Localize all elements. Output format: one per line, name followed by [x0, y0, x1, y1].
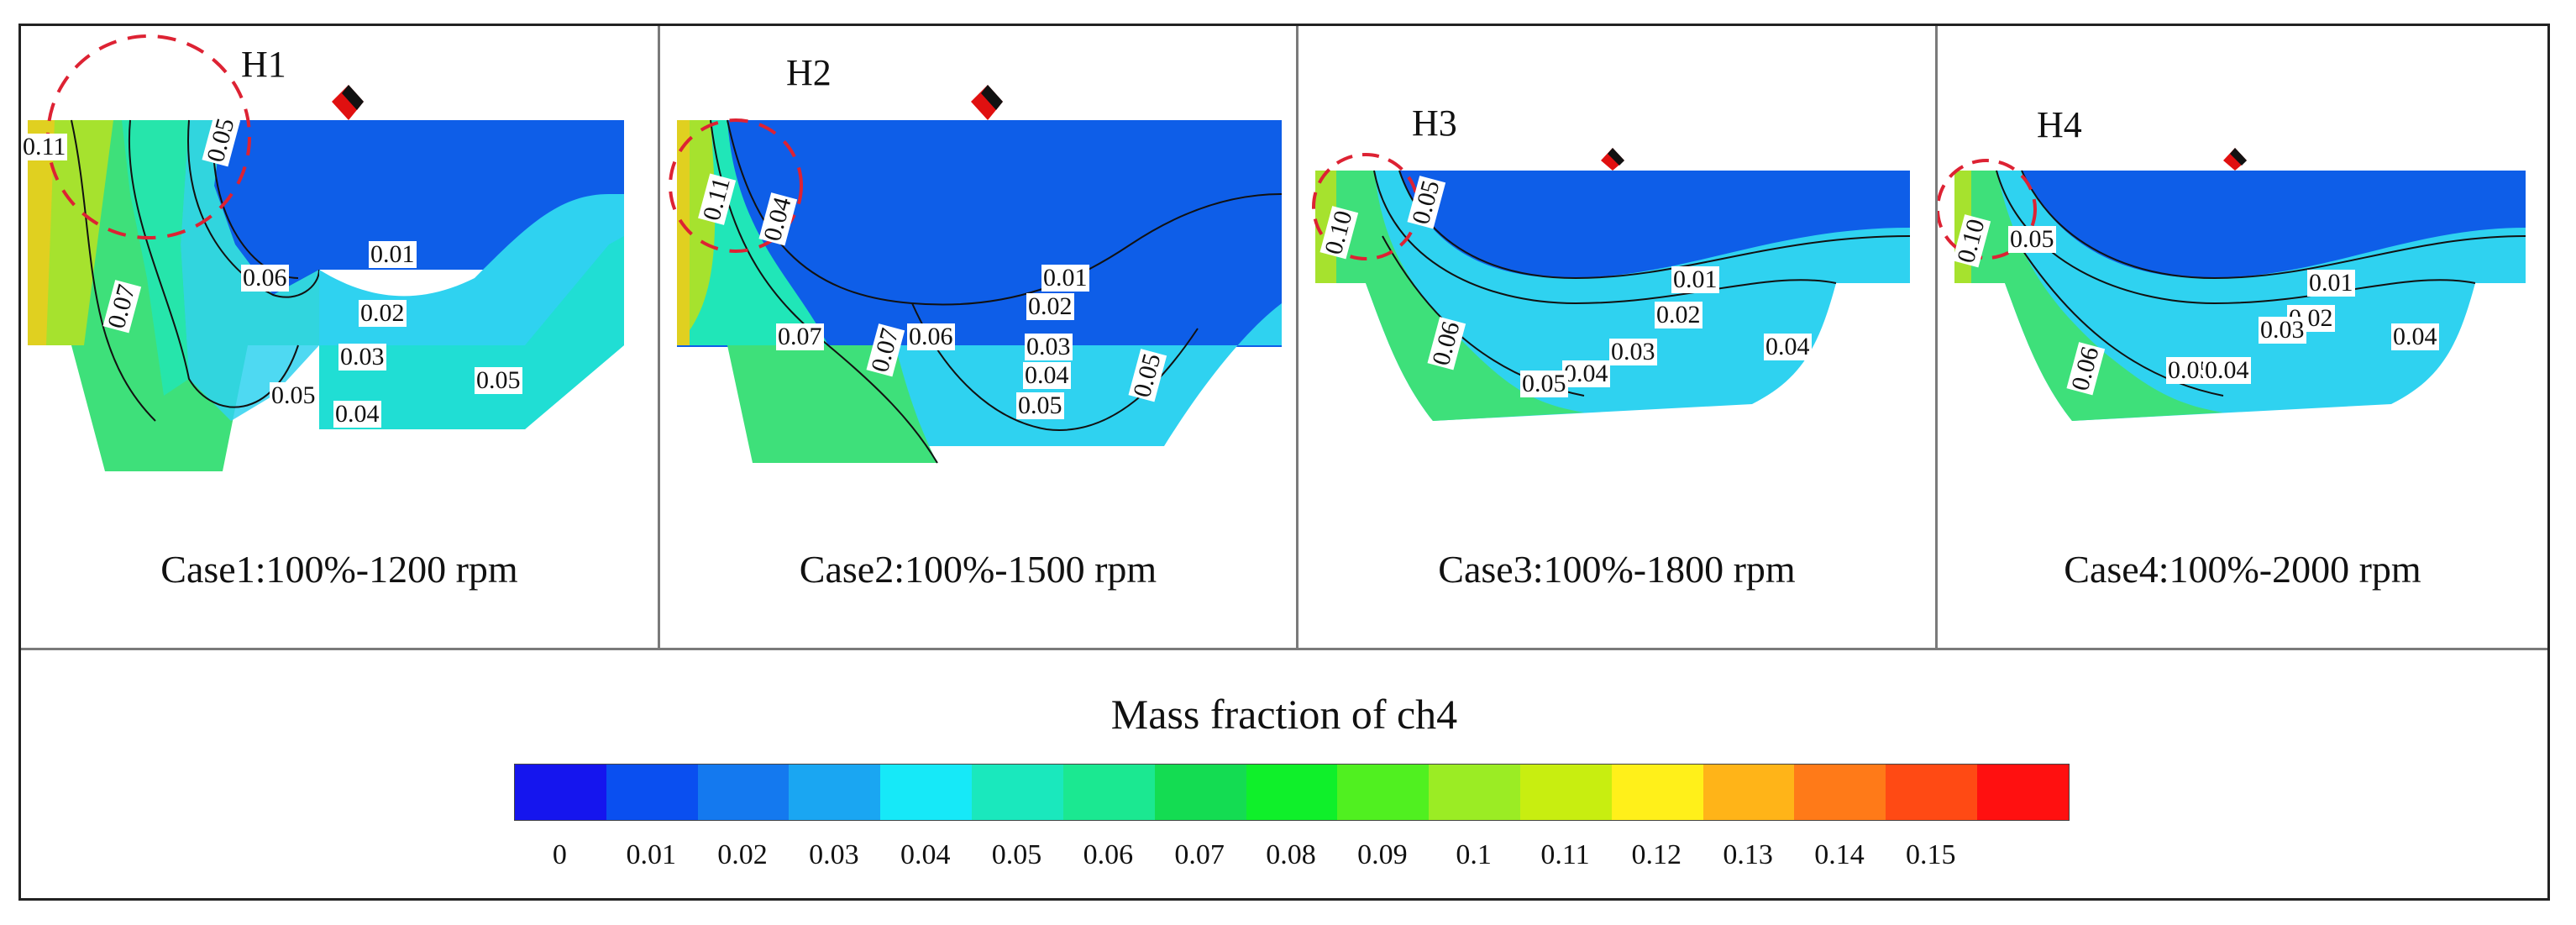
colorbar-tick-label: 0.01 — [626, 839, 676, 870]
contour-label: 0.01 — [2307, 269, 2355, 297]
colorbar-segment — [1519, 765, 1612, 820]
contour-label: 0.02 — [359, 299, 407, 327]
contour-label: 0.07 — [776, 323, 824, 350]
contour-plot-case1 — [28, 34, 624, 471]
colorbar-tick-label: 0.03 — [809, 839, 859, 870]
contour-label: 0.01 — [1041, 264, 1089, 292]
contour-label: 0.06 — [241, 264, 289, 292]
colorbar-segment — [972, 765, 1063, 820]
colorbar-segment — [789, 765, 881, 820]
contour-label: 0.01 — [1671, 265, 1719, 293]
contour-label: 0.01 — [369, 240, 417, 268]
case-label: Case2:100%-1500 rpm — [799, 548, 1157, 591]
colorbar-segment — [1154, 765, 1246, 820]
colorbar-tick-label: 0.1 — [1456, 839, 1492, 870]
divider — [1935, 26, 1938, 648]
colorbar-segment — [1702, 765, 1795, 820]
colorbar-tick-label: 0.14 — [1814, 839, 1865, 870]
contour-label: 0.04 — [1562, 360, 1610, 387]
colorbar-tick-label: 0.06 — [1083, 839, 1134, 870]
contour-label: 0.03 — [1025, 333, 1073, 360]
contour-label: 0.05 — [1016, 392, 1064, 419]
legend-title: Mass fraction of ch4 — [1110, 691, 1458, 738]
contour-label: 0.05 — [270, 381, 317, 409]
colorbar-tick-label: 0.15 — [1906, 839, 1956, 870]
marker-h4: H4 — [2037, 104, 2082, 145]
case-label: Case3:100%-1800 rpm — [1438, 548, 1796, 591]
marker-h2: H2 — [786, 52, 832, 93]
colorbar-tick-label: 0 — [552, 839, 567, 870]
contour-plot-case3 — [1312, 148, 1911, 421]
contour-label: 0.04 — [333, 400, 381, 428]
contour-label: 0.11 — [21, 133, 68, 160]
panel-case4: H4 0.10 0.05 0.01 0.02 0.03 0.06 0.05 0.… — [1938, 26, 2547, 648]
colorbar-tick-label: 0.08 — [1266, 839, 1316, 870]
contour-plot-case2 — [669, 85, 1283, 464]
colorbar-segment — [1977, 765, 2069, 820]
contour-label: 0.04 — [2203, 356, 2251, 384]
colorbar-segment — [880, 765, 973, 820]
colorbar-segment — [1429, 765, 1520, 820]
case-label: Case1:100%-1200 rpm — [160, 548, 518, 591]
colorbar-tick-label: 0.12 — [1631, 839, 1682, 870]
colorbar-tick-label: 0.04 — [900, 839, 951, 870]
colorbar-segment — [1062, 765, 1155, 820]
colorbar-segment — [515, 765, 606, 820]
figure-frame: H1 0.11 0.05 0.06 0.01 0.07 0.02 0.03 0.… — [18, 24, 2550, 901]
colorbar-segment — [1794, 765, 1886, 820]
contour-plot-case4 — [1938, 148, 2526, 421]
contour-label: 0.02 — [1655, 301, 1702, 328]
contour-label: 0.03 — [1609, 338, 1657, 365]
colorbar-tick-label: 0.05 — [991, 839, 1042, 870]
contour-label: 0.04 — [2391, 323, 2439, 350]
case-label: Case4:100%-2000 rpm — [2064, 548, 2421, 591]
contour-label: 0.03 — [338, 343, 386, 371]
divider — [1296, 26, 1298, 648]
colorbar-segment — [1886, 765, 1977, 820]
colorbar-segment — [606, 765, 698, 820]
divider — [658, 26, 660, 648]
contour-label: 0.05 — [2008, 225, 2056, 253]
marker-h3: H3 — [1412, 102, 1457, 144]
colorbar-segment — [1246, 765, 1338, 820]
contour-label: 0.02 — [1026, 292, 1074, 320]
panel-case3: H3 0.10 0.05 0.01 0.02 0.06 0.03 0.04 0.… — [1298, 26, 1935, 648]
colorbar-segment — [697, 765, 790, 820]
contour-label: 0.05 — [475, 366, 522, 394]
divider — [21, 648, 2547, 650]
contour-label: 0.05 — [1520, 370, 1568, 397]
contour-label: 0.04 — [1764, 333, 1812, 360]
colorbar-tick-label: 0.11 — [1540, 839, 1590, 870]
colorbar-tick-label: 0.02 — [717, 839, 768, 870]
colorbar-segment — [1337, 765, 1430, 820]
colorbar-tick-label: 0.09 — [1357, 839, 1408, 870]
colorbar-tick-label: 0.13 — [1723, 839, 1773, 870]
contour-label: 0.04 — [1023, 361, 1071, 389]
colorbar — [514, 764, 2070, 821]
colorbar-tick-label: 0.07 — [1174, 839, 1225, 870]
colorbar-segment — [1611, 765, 1703, 820]
contour-label: 0.03 — [2259, 316, 2306, 344]
contour-label: 0.06 — [907, 323, 955, 350]
panel-case2: H2 0.11 0.04 0.01 0.02 0.07 0.07 0.06 0.… — [660, 26, 1296, 648]
panel-case1: H1 0.11 0.05 0.06 0.01 0.07 0.02 0.03 0.… — [21, 26, 658, 648]
marker-h1: H1 — [241, 44, 286, 85]
